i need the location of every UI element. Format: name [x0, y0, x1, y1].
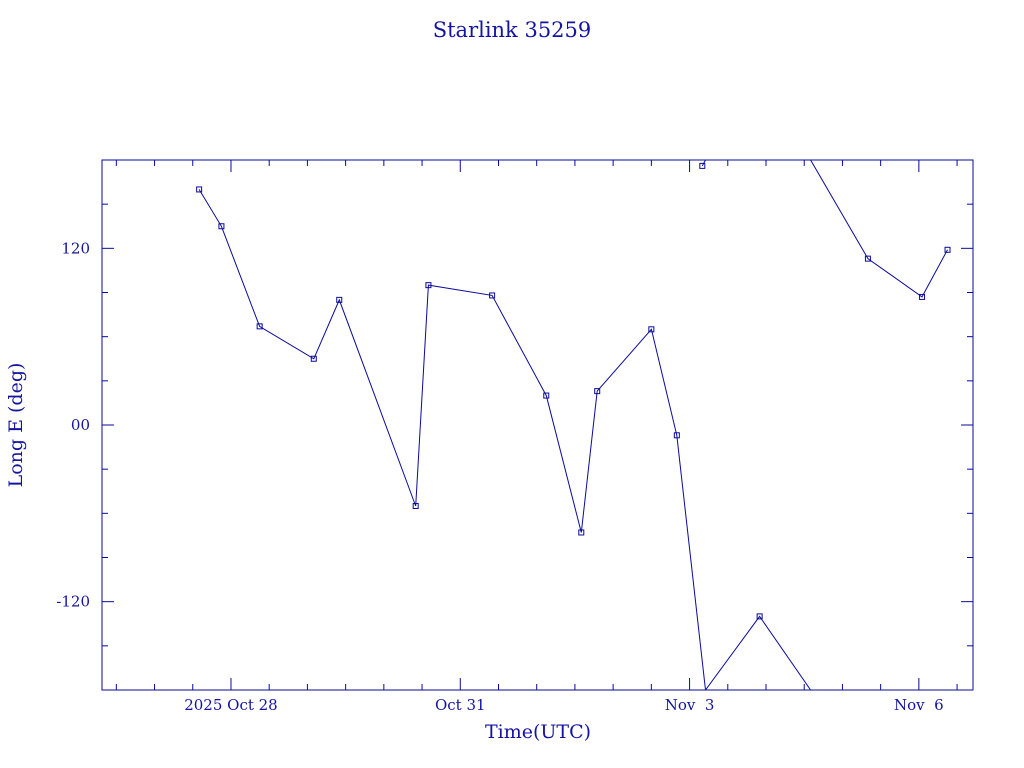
series-line	[705, 615, 812, 690]
y-tick-label: 120	[61, 239, 90, 257]
data-point	[944, 246, 951, 253]
data-point	[336, 296, 343, 303]
y-tick-label: 00	[71, 416, 90, 434]
data-markers	[196, 162, 951, 620]
data-point	[919, 293, 926, 300]
series-line	[810, 160, 948, 298]
data-point	[756, 613, 763, 620]
data-point	[594, 388, 601, 395]
plot-frame	[101, 159, 974, 691]
y-tick-label: -120	[56, 593, 90, 611]
x-tick-label: Oct 31	[435, 696, 486, 714]
plot-area	[196, 160, 951, 690]
data-point	[543, 392, 550, 399]
chart-title: Starlink 35259	[433, 18, 592, 42]
data-point	[489, 292, 496, 299]
data-point	[310, 355, 317, 362]
series-lines	[198, 160, 948, 690]
series-line	[198, 189, 706, 690]
x-tick-label: 2025 Oct 28	[184, 696, 278, 714]
x-tick-label: Nov 6	[894, 696, 944, 714]
data-point	[699, 162, 706, 169]
x-axis-title: Time(UTC)	[485, 721, 591, 743]
tick-labels: 2025 Oct 28 Oct 31 Nov 3 Nov 6 120 00 -120	[56, 239, 943, 714]
axis-ticks	[102, 159, 973, 691]
data-point	[412, 502, 419, 509]
data-point	[196, 186, 203, 193]
data-point	[218, 223, 225, 230]
x-tick-label: Nov 3	[665, 696, 715, 714]
y-axis-title: Long E (deg)	[5, 363, 27, 488]
data-point	[648, 326, 655, 333]
data-point	[578, 529, 585, 536]
data-point	[425, 282, 432, 289]
data-point	[673, 432, 680, 439]
data-point	[864, 255, 871, 262]
data-point	[256, 323, 263, 330]
